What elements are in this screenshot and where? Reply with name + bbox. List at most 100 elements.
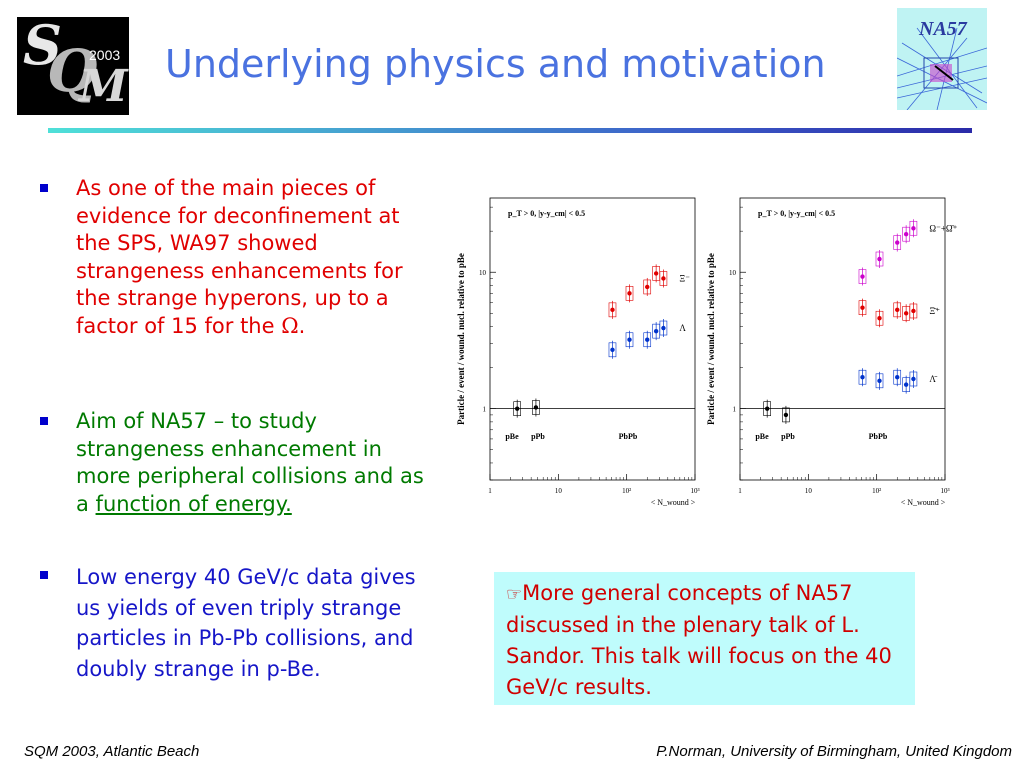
callout-text: More general concepts of NA57 discussed … [506, 581, 892, 699]
systematic-box [893, 235, 902, 250]
systematic-box [659, 320, 668, 336]
y-axis-label: Particle / event / wound. nucl. relative… [456, 253, 466, 425]
data-series: Λ̄ [858, 368, 938, 394]
systematic-box [513, 401, 521, 416]
series-label: Ω⁻+Ω̄⁺ [929, 223, 957, 233]
bullet-text: Aim of NA57 – to study strangeness enhan… [76, 409, 424, 516]
systematic-box [625, 332, 634, 348]
data-series: Λ [608, 319, 686, 359]
data-point [610, 347, 615, 353]
data-series: Ω⁻+Ω̄⁺ [858, 219, 958, 286]
systematic-box [643, 279, 652, 295]
bullet-low-energy-data: Low energy 40 GeV/c data gives us yields… [40, 562, 426, 684]
na57-logo: NA57 [897, 8, 987, 110]
title-divider [48, 128, 972, 133]
cut-label: p_T > 0, |y-y_cm| < 0.5 [508, 209, 585, 218]
data-point [911, 308, 916, 314]
data-point [653, 328, 659, 334]
data-point [610, 307, 615, 313]
systematic-box [858, 369, 867, 385]
y-axis-label: Particle / event / wound. nucl. relative… [706, 253, 716, 425]
systematic-box [858, 300, 867, 315]
bullet-wa97-evidence: As one of the main pieces of evidence fo… [40, 175, 426, 340]
data-point [911, 226, 916, 231]
systematic-box [875, 251, 884, 267]
chart-left-hyperons: 1 10 10² 10³ 1 10 Particle / event / wound. nu… [456, 197, 700, 507]
function-of-energy-link[interactable]: function of energy. [95, 491, 292, 516]
series-label: Λ [679, 323, 686, 333]
systematic-box [909, 303, 918, 319]
systematic-box [643, 332, 652, 348]
na57-logo-graphic [897, 27, 987, 110]
systematic-box [875, 310, 884, 326]
omega-symbol: Ω [281, 313, 299, 338]
systematic-box [659, 271, 668, 286]
systematic-box [625, 286, 634, 301]
x-tick-label: 10² [872, 487, 881, 495]
data-point [645, 284, 650, 290]
bullet-marker [40, 417, 48, 425]
logo-year: 2003 [89, 47, 121, 63]
systematic-box [763, 401, 771, 416]
data-point [783, 412, 789, 418]
series-label: Ξ̄⁺ [929, 306, 940, 316]
region-label: pBe [755, 432, 769, 441]
region-label: pBe [505, 432, 519, 441]
callout-text-block: ☞More general concepts of NA57 discussed… [506, 578, 906, 703]
systematic-box [909, 220, 918, 236]
y-tick-label: 1 [483, 406, 487, 414]
x-axis-label: < N_wound > [901, 498, 946, 507]
slide-title: Underlying physics and motivation [165, 42, 826, 86]
data-point [895, 240, 900, 245]
series-label: Ξ⁻ [679, 273, 690, 283]
footer-author: P.Norman, University of Birmingham, Unit… [656, 743, 1012, 760]
data-point [514, 406, 520, 411]
systematic-box [608, 302, 617, 318]
na57-logo-text: NA57 [919, 18, 967, 40]
bullet-text: Low energy 40 GeV/c data gives us yields… [76, 565, 416, 681]
data-point [895, 375, 900, 380]
data-point [895, 307, 900, 313]
systematic-box [893, 302, 902, 318]
data-series [763, 399, 790, 424]
y-tick-label: 10 [729, 269, 737, 277]
y-tick-label: 1 [733, 406, 737, 414]
data-point [645, 337, 650, 342]
bullet-na57-aim: Aim of NA57 – to study strangeness enhan… [40, 408, 426, 518]
data-point [764, 406, 770, 411]
note-callout: ☞More general concepts of NA57 discussed… [494, 572, 915, 705]
data-point [627, 291, 632, 296]
systematic-box [608, 342, 617, 358]
bullet-text-end: . [298, 313, 306, 338]
x-tick-label: 10 [555, 487, 563, 495]
chart-right-antihyperons: 1 10 10² 10³ 1 10 Particle / event / wound. nu… [706, 197, 958, 507]
x-axis-label: < N_wound > [651, 498, 696, 507]
data-point [860, 274, 865, 279]
x-tick-label: 1 [738, 487, 742, 495]
data-point [653, 271, 659, 276]
logo-letter-s: S [23, 17, 62, 77]
data-series: Ξ⁻ [608, 264, 690, 319]
plot-frame [739, 197, 946, 481]
systematic-box [893, 369, 902, 385]
y-tick-label: 10 [479, 269, 487, 277]
systematic-box [858, 269, 867, 284]
logo-letter-m: M [79, 61, 128, 112]
data-point [903, 231, 909, 237]
bullet-marker [40, 184, 48, 192]
data-point [860, 305, 865, 310]
data-point [533, 405, 539, 410]
data-series: Ξ̄⁺ [858, 298, 940, 328]
systematic-box [782, 407, 790, 423]
data-point [877, 256, 882, 262]
data-series [513, 398, 540, 418]
bullet-marker [40, 571, 48, 579]
region-label: pPb [781, 432, 795, 441]
data-point [661, 276, 666, 281]
data-point [911, 376, 916, 382]
region-label: PbPb [869, 432, 888, 441]
series-label: Λ̄ [929, 374, 938, 384]
data-point [903, 311, 909, 316]
data-point [627, 337, 632, 342]
systematic-box [532, 400, 540, 415]
